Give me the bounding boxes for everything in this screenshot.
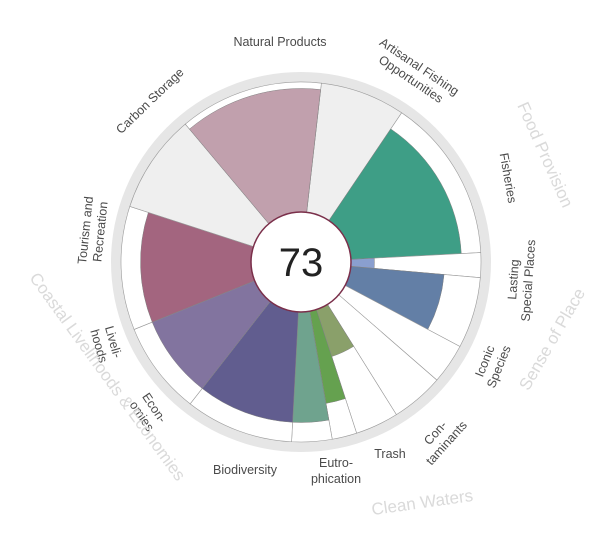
goal-label-tourism-and-recreation: Tourism andRecreation bbox=[75, 196, 111, 267]
overall-score: 73 bbox=[279, 241, 324, 285]
goal-label-trash: Trash bbox=[374, 447, 406, 461]
goal-label-natural-products: Natural Products bbox=[233, 35, 326, 49]
goal-label-biodiversity: Biodiversity bbox=[213, 463, 278, 477]
goal-label-lasting-special-places: LastingSpecial Places bbox=[504, 238, 539, 322]
score-center bbox=[250, 211, 352, 313]
group-label-clean-waters: Clean Waters bbox=[370, 486, 474, 519]
group-label-food-provision: Food Provision bbox=[513, 99, 576, 210]
petals-group bbox=[120, 81, 482, 443]
goal-label-iconic-species: IconicSpecies bbox=[470, 338, 514, 390]
goal-label-fisheries: Fisheries bbox=[497, 152, 520, 204]
goal-label-eutrophication: Eutro-phication bbox=[311, 456, 361, 486]
goal-label-contaminants: Con-taminants bbox=[412, 408, 470, 468]
